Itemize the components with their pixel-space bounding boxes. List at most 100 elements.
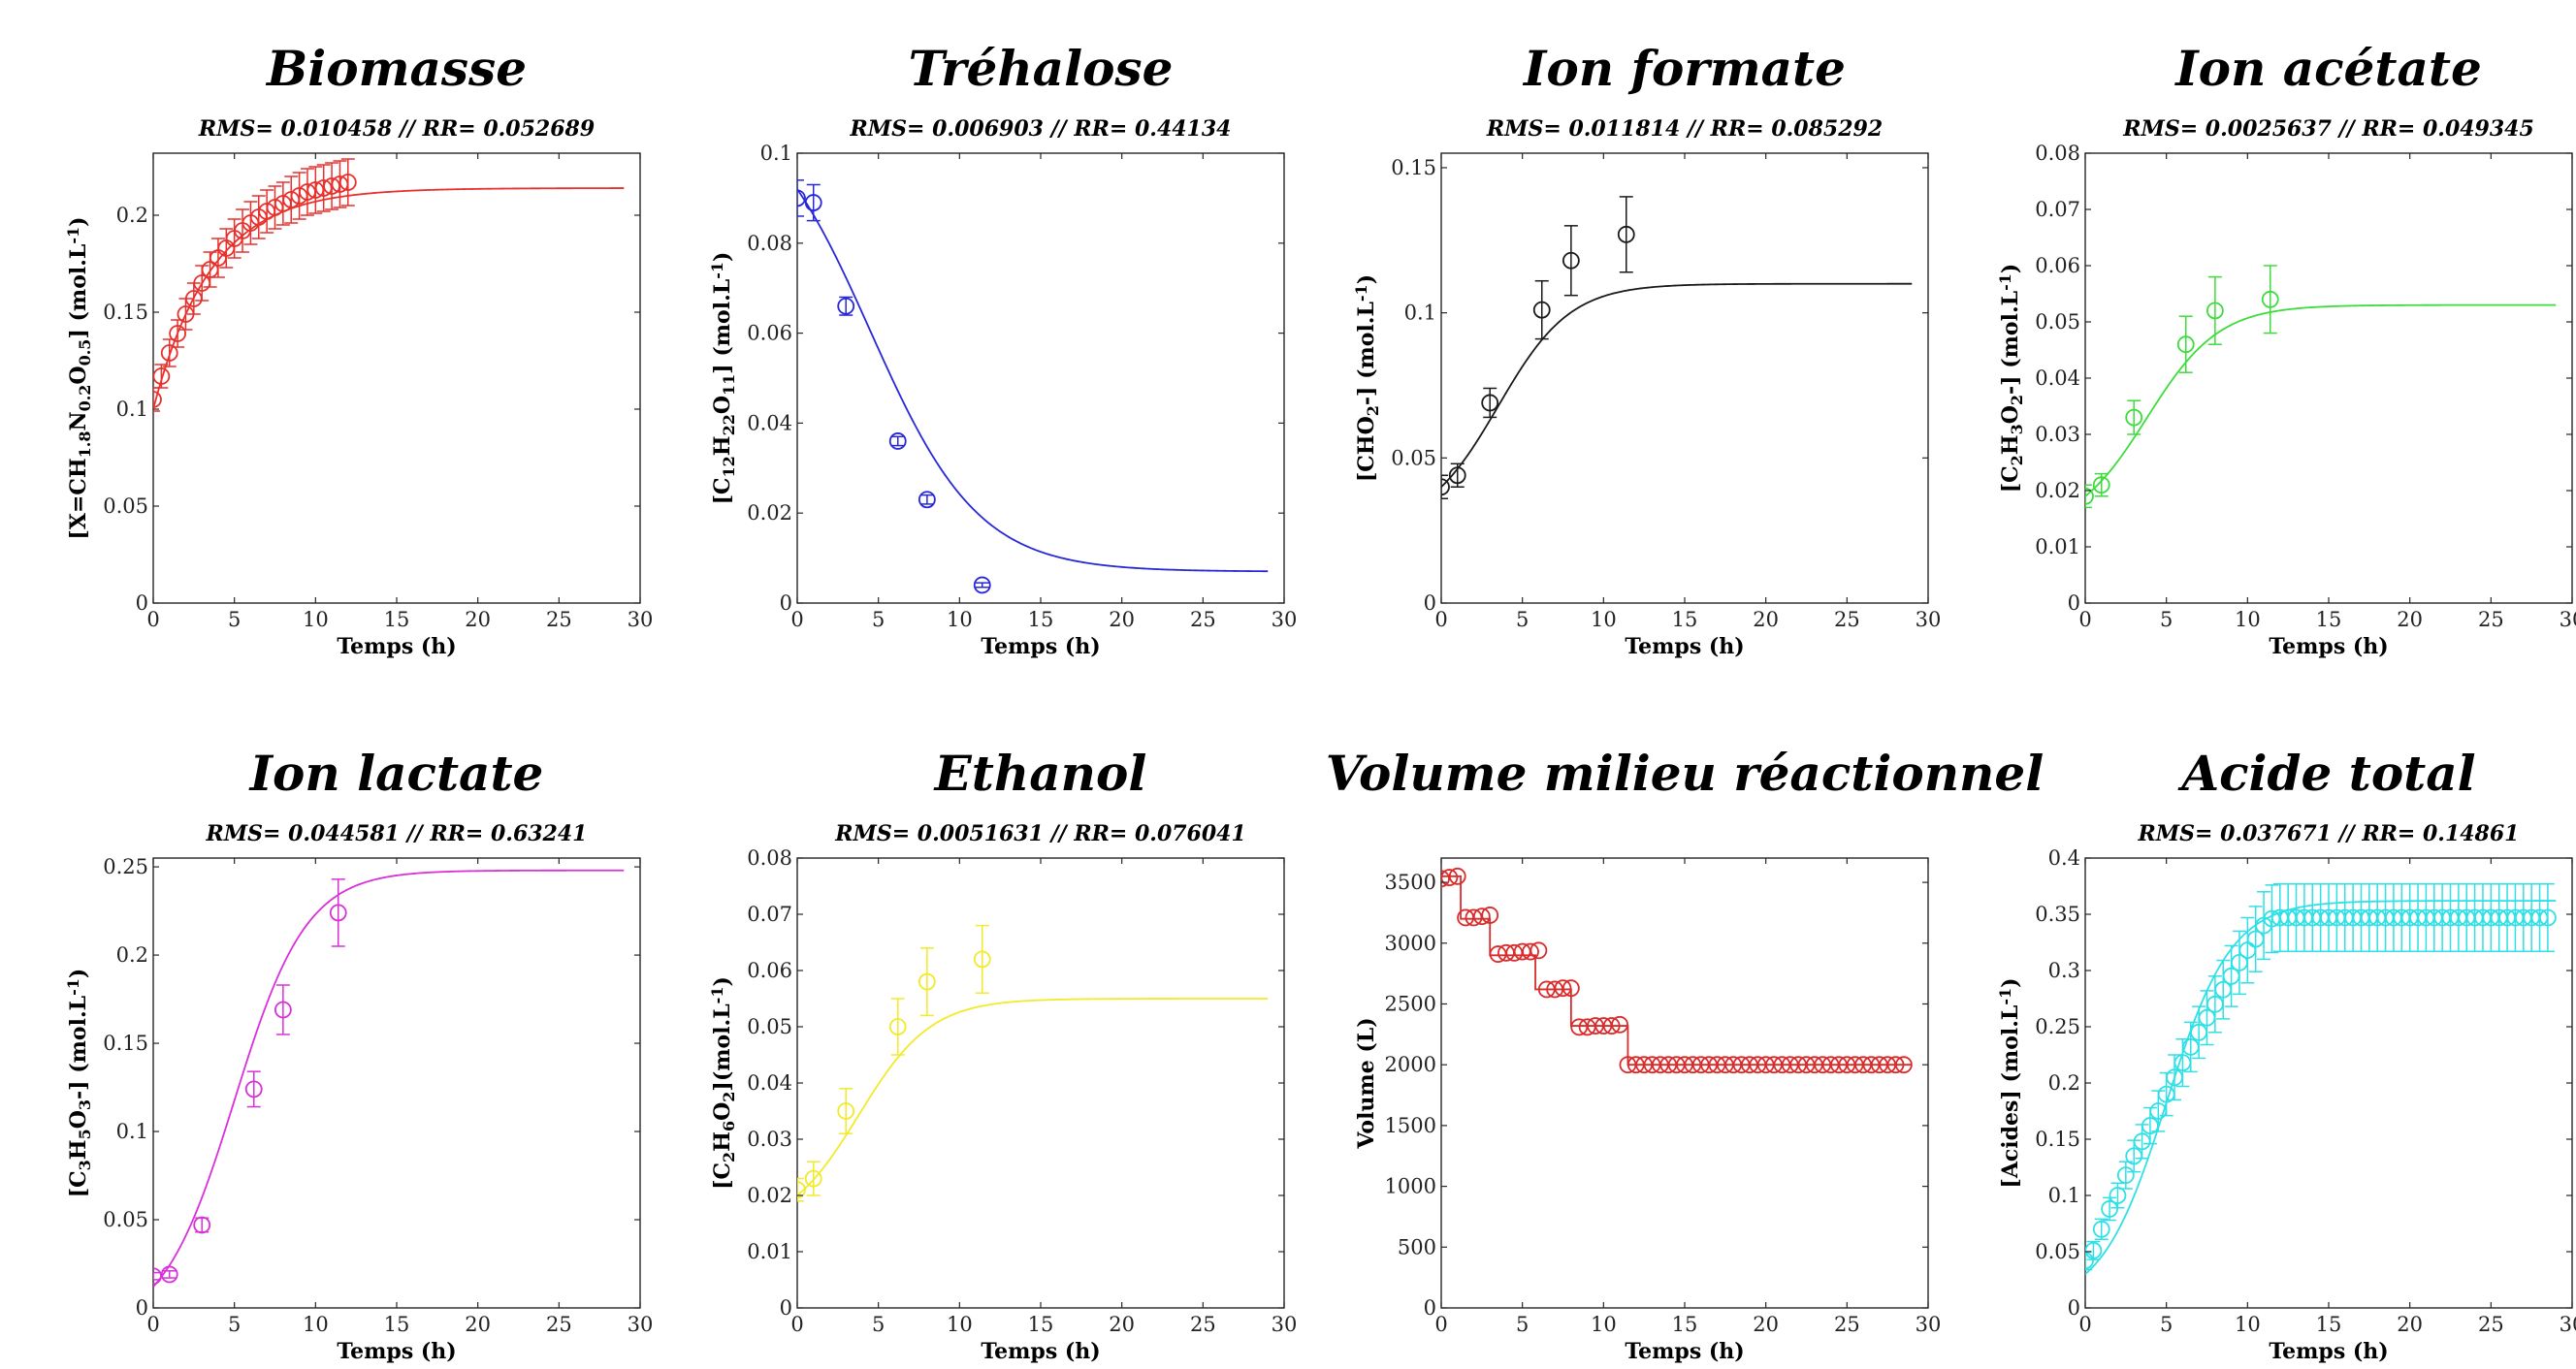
data-layer — [153, 869, 625, 1288]
data-point — [918, 972, 936, 991]
x-axis-label: Temps (h) — [981, 1339, 1100, 1364]
x-tick-label: 15 — [1028, 608, 1054, 631]
y-tick-label: 0.08 — [2035, 142, 2080, 165]
data-point — [2085, 1252, 2094, 1270]
x-tick-label: 0 — [1434, 608, 1447, 631]
y-tick-label: 0.25 — [2035, 1015, 2080, 1038]
chart-title: Ion acétate — [2174, 40, 2482, 97]
data-point — [153, 391, 162, 408]
chart-subtitle: RMS= 0.044581 // RR= 0.63241 — [206, 821, 588, 846]
x-tick-label: 0 — [2078, 1313, 2091, 1336]
y-tick-label: 0.01 — [747, 1240, 792, 1263]
chart-subtitle: RMS= 0.006903 // RR= 0.44134 — [850, 116, 1232, 142]
data-point — [1441, 478, 1450, 496]
y-tick-label: 0.04 — [747, 1071, 792, 1095]
data-point — [2206, 302, 2224, 320]
data-point — [1522, 942, 1539, 961]
x-tick-label: 20 — [1753, 1313, 1779, 1336]
data-point — [193, 1216, 211, 1234]
data-point — [1481, 394, 1499, 412]
model-curve — [797, 188, 1269, 573]
chart-title: Ion lactate — [248, 745, 544, 802]
x-tick-label: 5 — [872, 608, 885, 631]
x-tick-label: 25 — [546, 1313, 572, 1336]
x-tick-label: 5 — [2160, 1313, 2173, 1336]
x-tick-label: 20 — [465, 608, 491, 631]
y-tick-label: 0.05 — [103, 1208, 148, 1231]
data-point — [888, 432, 907, 450]
y-tick-label: 0.08 — [747, 232, 792, 255]
x-axis-label: Temps (h) — [337, 634, 456, 659]
data-point — [1448, 867, 1466, 885]
y-tick-label: 0 — [1424, 1296, 1436, 1320]
data-point — [2125, 408, 2143, 427]
x-tick-label: 10 — [2235, 608, 2261, 631]
axes-box — [796, 152, 1285, 604]
x-axis-label: Temps (h) — [337, 1339, 456, 1364]
x-tick-label: 30 — [2560, 1313, 2576, 1336]
y-tick-label: 0.05 — [747, 1015, 792, 1038]
chart-subtitle: RMS= 0.0025637 // RR= 0.049345 — [2122, 116, 2534, 142]
chart-title: Ethanol — [933, 745, 1147, 802]
x-tick-label: 25 — [2478, 1313, 2504, 1336]
y-tick-label: 0.1 — [2048, 1184, 2080, 1207]
x-tick-label: 5 — [1516, 1313, 1529, 1336]
y-tick-label: 0.07 — [747, 903, 792, 926]
y-axis-label: [C3H5O3-] (mol.L-1) — [64, 969, 94, 1198]
chart-panel-4: Ion acétate RMS= 0.0025637 // RR= 0.04934… — [1996, 40, 2576, 659]
axes-box — [1440, 152, 1929, 604]
model-curve — [1441, 282, 1913, 488]
data-point — [2176, 335, 2195, 354]
data-point — [1562, 251, 1580, 270]
data-point — [153, 367, 171, 385]
x-axis-label: Temps (h) — [1625, 1339, 1744, 1364]
y-axis-label: [CHO2-] (mol.L-1) — [1352, 274, 1382, 482]
x-tick-label: 15 — [2316, 1313, 2342, 1336]
data-point — [1611, 1015, 1628, 1034]
data-layer — [1441, 196, 1913, 499]
x-tick-label: 0 — [790, 1313, 803, 1336]
y-tick-label: 0.04 — [747, 411, 792, 434]
chart-subtitle: RMS= 0.011814 // RR= 0.085292 — [1486, 116, 1883, 142]
x-tick-label: 25 — [1834, 1313, 1860, 1336]
y-tick-label: 0.06 — [747, 959, 792, 982]
y-tick-label: 3000 — [1385, 932, 1436, 955]
data-point — [918, 491, 936, 509]
x-tick-label: 15 — [1028, 1313, 1054, 1336]
chart-title: Volume milieu réactionnel — [1326, 745, 2044, 802]
x-tick-label: 30 — [1272, 1313, 1298, 1336]
chart-subtitle: RMS= 0.010458 // RR= 0.052689 — [198, 116, 595, 142]
x-axis-label: Temps (h) — [981, 634, 1100, 659]
y-tick-label: 0 — [2068, 591, 2080, 615]
data-point — [1895, 1056, 1913, 1074]
x-tick-label: 5 — [228, 608, 241, 631]
y-tick-label: 500 — [1398, 1235, 1436, 1258]
y-tick-label: 0.08 — [747, 846, 792, 870]
x-tick-label: 30 — [628, 608, 654, 631]
data-point — [169, 325, 187, 342]
data-point — [2116, 1166, 2135, 1185]
x-tick-label: 30 — [1916, 608, 1942, 631]
chart-panel-6: Ethanol RMS= 0.0051631 // RR= 0.076041 0 5 1… — [708, 745, 1298, 1364]
y-tick-label: 0.06 — [747, 322, 792, 345]
y-tick-label: 0.01 — [2035, 535, 2080, 558]
data-point — [804, 194, 822, 211]
data-point — [973, 576, 991, 594]
data-point — [1562, 979, 1580, 998]
y-axis-label: [Acides] (mol.L-1) — [1996, 977, 2023, 1188]
y-tick-label: 0.03 — [2035, 423, 2080, 446]
data-point — [1441, 870, 1450, 888]
data-point — [2101, 1200, 2119, 1218]
x-tick-label: 5 — [228, 1313, 241, 1336]
x-tick-label: 5 — [1516, 608, 1529, 631]
chart-panel-7: Volume milieu réactionnel 0 5 10 15 20 25 30 0 50… — [1326, 745, 2044, 1364]
y-tick-label: 0.1 — [1404, 302, 1436, 325]
x-tick-label: 15 — [1672, 1313, 1698, 1336]
x-tick-label: 0 — [790, 608, 803, 631]
y-axis-label: [C2H6O2](mol.L-1) — [708, 976, 738, 1190]
x-tick-label: 25 — [2478, 608, 2504, 631]
y-tick-label: 0.02 — [747, 1184, 792, 1207]
x-tick-label: 20 — [1753, 608, 1779, 631]
chart-title: Ion formate — [1522, 40, 1846, 97]
x-tick-label: 25 — [1190, 1313, 1216, 1336]
